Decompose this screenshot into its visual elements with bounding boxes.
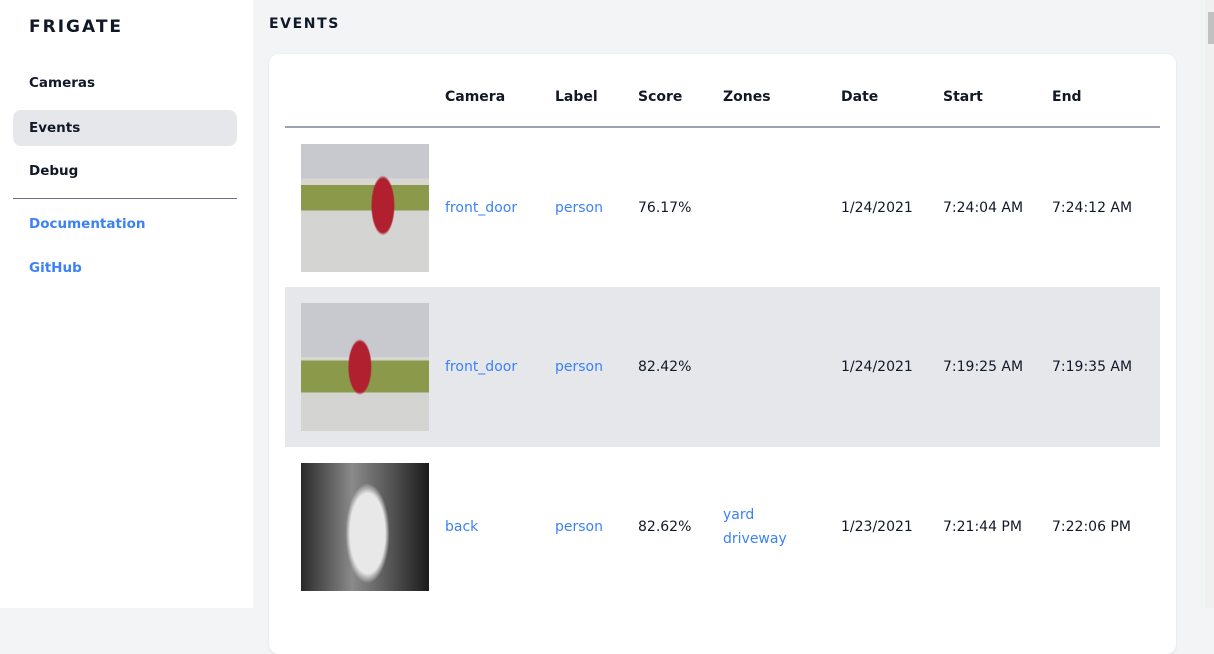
page-title: EVENTS (269, 16, 340, 32)
brand-logo[interactable]: FRIGATE (29, 17, 124, 37)
sidebar-divider (13, 198, 237, 199)
table-header: Camera Label Score Zones Date Start End (285, 54, 1160, 128)
start-time: 7:19:25 AM (943, 287, 1052, 447)
table-row[interactable]: front_door person 82.42% 1/24/2021 7:19:… (285, 287, 1160, 447)
label-link[interactable]: person (555, 519, 603, 535)
col-end: End (1052, 54, 1160, 128)
camera-link[interactable]: front_door (445, 199, 518, 216)
date: 1/24/2021 (841, 199, 913, 216)
col-zones: Zones (723, 54, 841, 128)
event-thumbnail[interactable] (301, 303, 429, 431)
sidebar-link-github[interactable]: GitHub (29, 260, 82, 276)
scrollbar[interactable] (1205, 0, 1214, 608)
camera-link[interactable]: back (445, 519, 479, 535)
label-link[interactable]: person (555, 199, 603, 216)
date: 1/23/2021 (841, 519, 913, 535)
label-link[interactable]: person (555, 359, 603, 375)
events-table: Camera Label Score Zones Date Start End … (285, 54, 1160, 607)
sidebar-link-documentation[interactable]: Documentation (29, 216, 146, 232)
table-row[interactable]: front_door person 76.17% 1/24/2021 7:24:… (285, 127, 1160, 287)
zones (723, 127, 841, 287)
col-label: Label (555, 54, 638, 128)
zones (723, 287, 841, 447)
sidebar-item-cameras[interactable]: Cameras (29, 75, 96, 91)
col-score: Score (638, 54, 723, 128)
col-date: Date (841, 54, 943, 128)
sidebar-item-events[interactable]: Events (13, 110, 237, 146)
zones: yard driveway (723, 447, 841, 607)
date: 1/24/2021 (841, 287, 943, 447)
col-start: Start (943, 54, 1052, 128)
end-time: 7:24:12 AM (1052, 199, 1133, 216)
scrollbar-thumb[interactable] (1208, 12, 1214, 44)
sidebar: FRIGATE Cameras Events Debug Documentati… (0, 0, 253, 608)
score: 82.62% (638, 519, 692, 535)
camera-link[interactable]: front_door (445, 359, 518, 375)
events-card: Camera Label Score Zones Date Start End … (269, 54, 1176, 654)
col-thumbnail (285, 54, 445, 128)
table-row[interactable]: back person 82.62% yard driveway 1/23/202… (285, 447, 1160, 607)
end-time: 7:22:06 PM (1052, 519, 1131, 535)
zone-link[interactable]: driveway (723, 531, 787, 547)
score: 82.42% (638, 287, 723, 447)
start-time: 7:21:44 PM (943, 519, 1022, 535)
end-time: 7:19:35 AM (1052, 287, 1160, 447)
col-camera: Camera (445, 54, 555, 128)
score: 76.17% (638, 199, 692, 216)
event-thumbnail[interactable] (301, 463, 429, 591)
start-time: 7:24:04 AM (943, 199, 1024, 216)
event-thumbnail[interactable] (301, 143, 429, 272)
zone-link[interactable]: yard (723, 507, 755, 523)
sidebar-item-debug[interactable]: Debug (29, 163, 79, 179)
